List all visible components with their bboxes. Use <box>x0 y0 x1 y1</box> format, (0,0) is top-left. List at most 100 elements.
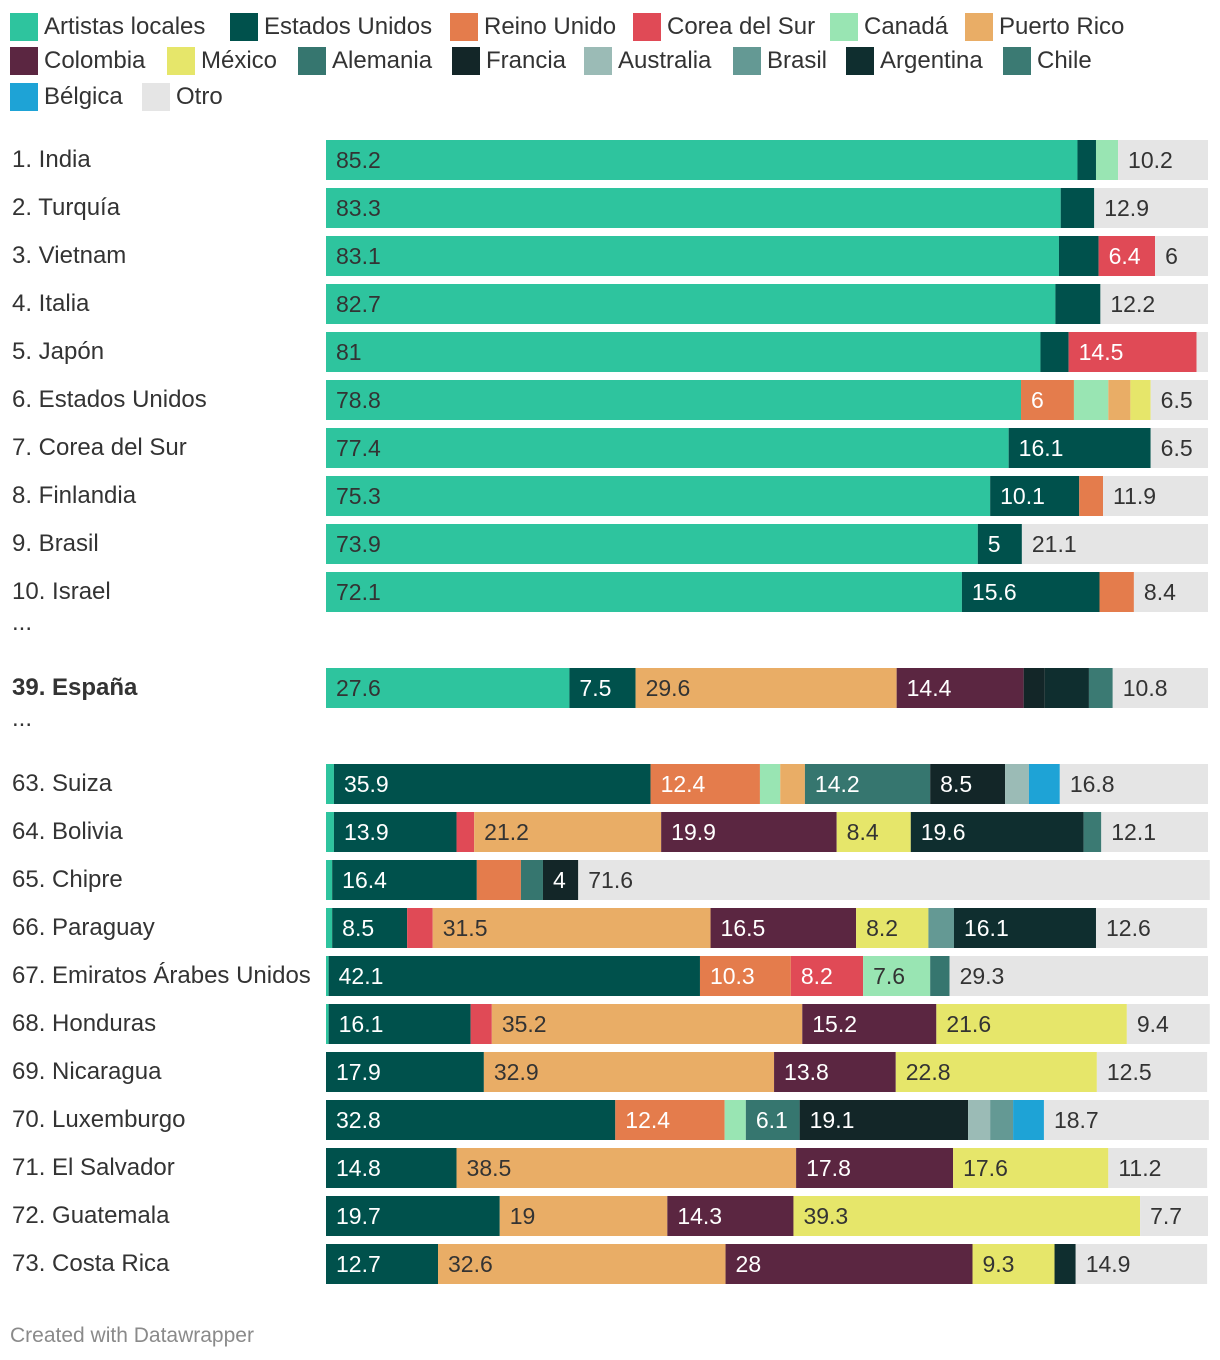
bar-segment <box>1068 332 1197 372</box>
stacked-bar-chart: 1. India 85.2 10.2 2. Turquía 83.3 12.9 3. Vie… <box>12 140 1210 1284</box>
data-label: 28 <box>736 1251 762 1277</box>
row-label: 63. Suiza <box>12 770 113 797</box>
legend-swatch <box>230 13 258 41</box>
data-label: 19.1 <box>810 1107 855 1133</box>
data-label: 8.2 <box>801 963 833 989</box>
data-label: 12.4 <box>661 771 706 797</box>
legend-label: Chile <box>1037 47 1092 74</box>
bar-segment <box>804 764 931 804</box>
bar-segment <box>326 812 334 852</box>
data-label: 77.4 <box>336 435 381 461</box>
bar-segment <box>1021 524 1208 564</box>
bar-segment <box>949 956 1208 996</box>
bar-segment <box>1140 1196 1208 1236</box>
bar-row: 14.8 38.5 17.8 17.6 11.2 <box>326 1148 1208 1188</box>
row-label: 5. Japón <box>12 338 104 365</box>
legend-label: Brasil <box>767 47 828 74</box>
bar-segment <box>432 908 711 948</box>
bar-row: 72.1 15.6 8.4 <box>326 572 1208 612</box>
bar-segment <box>930 956 950 996</box>
data-label: 16.1 <box>339 1011 384 1037</box>
bar-segment <box>790 956 864 996</box>
legend-item: Estados Unidos <box>230 10 432 44</box>
bar-row: 35.9 12.4 14.2 8.5 16.8 <box>326 764 1208 804</box>
bar-segment <box>326 1004 329 1044</box>
bar-segment <box>799 1100 969 1140</box>
bar-segment <box>326 140 1078 180</box>
legend-swatch <box>733 47 761 75</box>
bar-segment <box>1023 668 1045 708</box>
data-label: 39.3 <box>803 1203 848 1229</box>
bar-segment <box>953 1148 1109 1188</box>
bar-segment <box>1083 812 1102 852</box>
row-label: 39. España <box>12 674 138 701</box>
data-label: 12.4 <box>625 1107 670 1133</box>
row-label: 8. Finlandia <box>12 482 137 509</box>
data-label: 72.1 <box>336 579 381 605</box>
data-label: 8.4 <box>1144 579 1176 605</box>
bar-segment <box>972 1244 1055 1284</box>
bar-segment <box>793 1196 1141 1236</box>
legend-label: Otro <box>176 83 223 110</box>
legend-swatch <box>846 47 874 75</box>
data-label: 38.5 <box>467 1155 512 1181</box>
legend-item: Colombia <box>10 44 145 78</box>
bar-segment <box>1043 1100 1209 1140</box>
data-label: 14.3 <box>677 1203 722 1229</box>
bar-segment <box>759 764 781 804</box>
legend-swatch <box>142 83 170 111</box>
legend-label: Corea del Sur <box>667 13 816 40</box>
data-label: 6.1 <box>756 1107 788 1133</box>
data-label: 9.3 <box>983 1251 1015 1277</box>
bar-segment <box>1103 476 1208 516</box>
bar-segment <box>474 812 662 852</box>
legend-label: Puerto Rico <box>999 13 1125 40</box>
legend-swatch <box>167 47 195 75</box>
bar-segment <box>333 812 457 852</box>
legend-label: Francia <box>486 47 567 74</box>
bar-segment <box>1096 1052 1208 1092</box>
row-label: 6. Estados Unidos <box>12 386 207 413</box>
bar-segment <box>328 956 700 996</box>
bar-row: 78.8 6 6.5 <box>326 380 1208 420</box>
data-label: 42.1 <box>339 963 384 989</box>
legend-swatch <box>298 47 326 75</box>
data-label: 12.6 <box>1106 915 1151 941</box>
row-label: 9. Brasil <box>12 530 99 557</box>
data-label: 14.5 <box>1079 339 1124 365</box>
bar-row: 42.1 10.3 8.2 7.6 29.3 <box>326 956 1208 996</box>
bar-segment <box>725 1244 973 1284</box>
bar-segment <box>326 908 333 948</box>
bar-segment <box>977 524 1022 564</box>
data-label: 21.1 <box>1032 531 1077 557</box>
data-label: 31.5 <box>443 915 488 941</box>
bar-row: 13.9 21.2 19.9 8.4 19.6 12.1 <box>326 812 1208 852</box>
bar-segment <box>470 1004 492 1044</box>
data-label: 12.9 <box>1104 195 1149 221</box>
legend-item: Bélgica <box>10 80 123 114</box>
data-label: 11.9 <box>1113 483 1156 509</box>
data-label: 17.9 <box>336 1059 381 1085</box>
bar-segment <box>1095 908 1208 948</box>
bar-segment <box>1099 572 1134 612</box>
data-label: 15.6 <box>972 579 1017 605</box>
data-label: 6.5 <box>1161 435 1193 461</box>
data-label: 8.5 <box>940 771 972 797</box>
bar-segment <box>1130 380 1151 420</box>
bar-segment <box>635 668 897 708</box>
bar-segment <box>1108 380 1131 420</box>
data-label: 12.7 <box>336 1251 381 1277</box>
bar-segment <box>1088 668 1113 708</box>
data-label: 71.6 <box>588 867 633 893</box>
legend-label: México <box>201 47 278 74</box>
bar-segment <box>326 476 991 516</box>
data-label: 35.2 <box>502 1011 547 1037</box>
data-label: 12.2 <box>1110 291 1155 317</box>
bar-segment <box>456 812 475 852</box>
bar-row: 32.8 12.4 6.1 19.1 18.7 <box>326 1100 1209 1140</box>
data-label: 16.4 <box>342 867 387 893</box>
bar-segment <box>802 1004 937 1044</box>
legend-swatch <box>1003 47 1031 75</box>
bar-segment <box>699 956 791 996</box>
legend-swatch <box>10 83 38 111</box>
